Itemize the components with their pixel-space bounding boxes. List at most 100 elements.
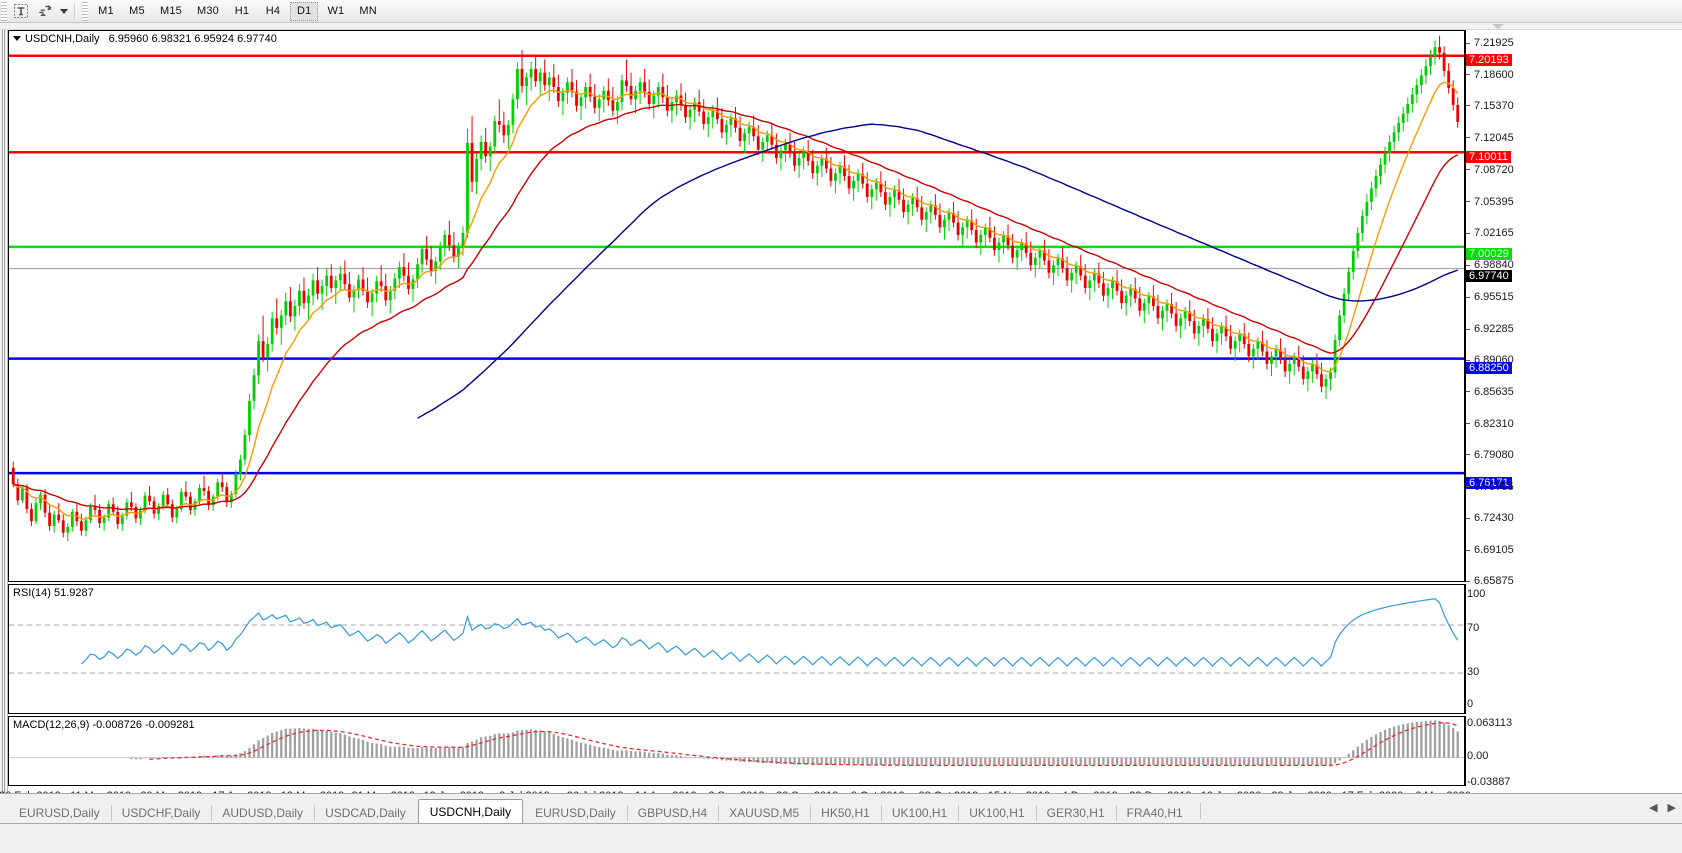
chevron-down-icon[interactable] [57,1,70,22]
rsi-svg [9,598,1464,674]
chart-tab-gbpusd-h4[interactable]: GBPUSD,H4 [626,802,718,824]
price-level-badge[interactable]: 6.97740 [1466,269,1512,282]
tab-scroll-controls[interactable]: ◀ ▶ [1649,803,1676,814]
price-level-badge[interactable]: 7.00029 [1466,247,1512,260]
timeframe-mn[interactable]: MN [359,5,377,17]
price-axis-tick: 6.82310 [1465,418,1516,430]
price-axis-tick: 7.21925 [1465,37,1516,49]
rsi-axis-tick: 100 [1467,588,1487,600]
tick-dash-icon [1466,105,1470,107]
macd-axis[interactable]: 0.063113 0.00 -0.03887 [1465,716,1682,788]
symbol-label: USDCNH,Daily [25,33,100,45]
timeframe-m1[interactable]: M1 [98,5,114,17]
toolbar-separator [74,2,77,20]
chart-tab-audusd-daily[interactable]: AUDUSD,Daily [211,802,314,824]
timeframe-m30[interactable]: M30 [197,5,219,17]
tick-dash-icon [1466,359,1470,361]
price-axis-tick: 6.95515 [1465,291,1516,303]
price-level-badge[interactable]: 6.76171 [1466,476,1512,489]
tab-prev-icon[interactable]: ◀ [1649,802,1658,814]
price-level-badge[interactable]: 7.20193 [1466,53,1512,66]
tick-dash-icon [1466,328,1470,330]
price-level-badge[interactable]: 7.10011 [1466,151,1511,164]
rsi-pane[interactable]: RSI(14) 51.9287 [8,584,1465,714]
chart-tab-hk50-h1[interactable]: HK50,H1 [810,802,881,824]
macd-axis-tick: 0.00 [1467,750,1490,762]
tick-dash-icon [1466,454,1470,456]
tick-dash-icon [1466,201,1470,203]
price-axis-tick: 7.18600 [1465,69,1516,81]
chart-tab-usdcnh-daily[interactable]: USDCNH,Daily [417,799,524,824]
chart-tab-uk100-h1[interactable]: UK100,H1 [958,802,1035,824]
chart-left-gutter [0,30,8,793]
price-value: 7.20193 [1466,53,1512,66]
scroll-thumb-icon[interactable] [1492,24,1504,29]
chart-tabbar: EURUSD,Daily USDCHF,Daily AUDUSD,Daily USDC… [0,793,1682,853]
timeframe-w1[interactable]: W1 [327,5,345,17]
rsi-value: 70 [1467,622,1480,634]
price-value: 6.82310 [1474,417,1514,430]
macd-plot [9,717,1464,785]
price-value: 6.79080 [1474,448,1514,461]
price-pane[interactable]: USDCNH,Daily 6.95960 6.98321 6.95924 6.9… [8,30,1465,582]
price-value: 6.92285 [1474,323,1514,336]
price-value: 6.75755 [1474,480,1514,493]
macd-axis-tick: -0.03887 [1467,776,1512,788]
price-axis-tick: 7.05395 [1465,196,1516,208]
price-value: 7.10011 [1466,151,1511,164]
chart-tab-fra40-h1[interactable]: FRA40,H1 [1115,802,1194,824]
price-value: 7.05395 [1474,195,1514,208]
candles-group [11,35,1460,542]
macd-signal-line [149,722,1458,767]
price-value: 6.72430 [1474,512,1514,525]
chart-tab-eurusd-daily[interactable]: EURUSD,Daily [535,806,616,820]
price-value: 6.97740 [1466,269,1512,282]
text-tool-icon[interactable] [9,1,33,22]
price-value: 7.02165 [1474,227,1514,240]
tick-dash-icon [1466,549,1470,551]
price-level-badge[interactable]: 6.88250 [1466,361,1512,374]
chart-tab-eurusd-daily[interactable]: EURUSD,Daily [19,806,100,820]
triangle-down-icon[interactable] [13,35,21,41]
price-value: 6.88250 [1466,361,1512,374]
tick-dash-icon [1466,169,1470,171]
price-value: 7.08720 [1474,163,1514,176]
macd-value: 0.00 [1467,750,1489,762]
rsi-plot [9,585,1464,713]
timeframe-h4[interactable]: H4 [265,5,281,17]
chart-tab-xauusd-m5[interactable]: XAUUSD,M5 [718,802,810,824]
tick-dash-icon [1466,486,1470,488]
tick-dash-icon [1466,391,1470,393]
crosshair-objects-icon[interactable] [33,1,57,22]
chart-left-edge [2,30,5,793]
price-value: 6.85635 [1474,385,1514,398]
price-axis-tick: 6.85635 [1465,386,1516,398]
price-axis[interactable]: 7.21925 7.20193 7.18600 7.15370 7.12045 7.100… [1465,30,1682,587]
price-axis-tick: 6.69105 [1465,544,1516,556]
chart-tab-ger30-h1[interactable]: GER30,H1 [1035,802,1116,824]
tick-dash-icon [1466,42,1470,44]
chart-tab-usdcad-daily[interactable]: USDCAD,Daily [314,802,417,824]
chart-horizontal-scrollbar[interactable] [0,23,1682,30]
ohlc-values: 6.95960 6.98321 6.95924 6.97740 [108,33,277,45]
toolbar-grip[interactable] [0,1,7,21]
timeframe-m15[interactable]: M15 [160,5,182,17]
chart-area: USDCNH,Daily 6.95960 6.98321 6.95924 6.9… [0,23,1682,808]
chart-tab-usdchf-daily[interactable]: USDCHF,Daily [110,802,212,824]
chart-symbol-header: USDCNH,Daily 6.95960 6.98321 6.95924 6.9… [13,33,277,45]
price-value: 6.95515 [1474,291,1514,304]
macd-pane[interactable]: MACD(12,26,9) -0.008726 -0.009281 [8,716,1465,786]
tab-next-icon[interactable]: ▶ [1667,802,1676,814]
price-axis-tick: 7.02165 [1465,227,1516,239]
timeframe-h1[interactable]: H1 [234,5,250,17]
rsi-axis-tick: 70 [1467,622,1481,634]
price-axis-tick: 6.75755 [1465,481,1516,493]
price-value: 7.00029 [1466,247,1512,260]
chart-tab-uk100-h1[interactable]: UK100,H1 [880,802,958,824]
tab-end-separator [1199,803,1201,819]
timeframe-grip[interactable] [81,1,88,21]
rsi-axis-tick: 0 [1467,698,1475,710]
timeframe-d1[interactable]: D1 [290,1,319,21]
rsi-axis[interactable]: 100 70 30 0 [1465,584,1682,714]
timeframe-m5[interactable]: M5 [129,5,145,17]
